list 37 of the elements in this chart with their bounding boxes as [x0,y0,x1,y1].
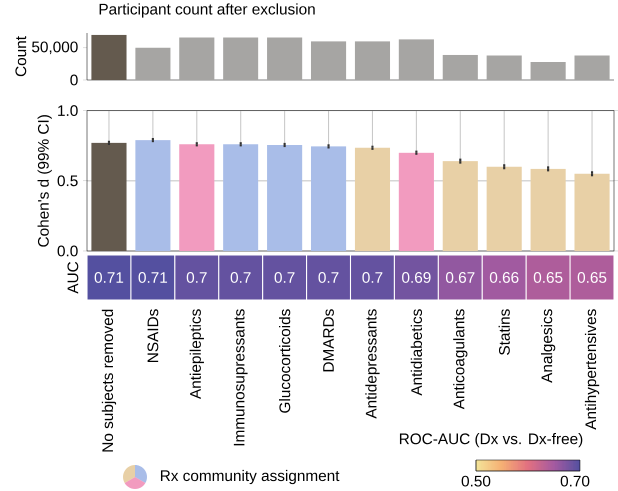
data-label: 0.7 [362,272,382,283]
data-label: 0.7 [318,272,338,283]
data-label: 0.67 [446,272,474,283]
y-tick-label: 0 [70,74,78,86]
data-label: 0.65 [534,272,562,283]
x-tick-label: Antiepileptics [190,309,204,400]
x-tick-label: Anticoagulants [453,309,468,410]
y-tick-label: 50,000 [32,41,78,54]
data-label: 0.65 [578,272,606,283]
x-tick-label: Glucocorticoids [279,309,290,413]
data-label: 0.7 [274,272,295,283]
data-label: 0.69 [402,272,431,283]
color-bar-label: 0.50 [462,476,490,487]
x-tick-label: NSAIDs [147,309,158,362]
x-tick-label: Antidepressants [365,309,380,419]
chart-title: Participant count after exclusion [100,3,315,18]
color-bar-label: 0.70 [560,476,590,487]
x-tick-label: Analgesics [540,309,556,383]
text: Rx community assignment [160,470,340,484]
category-label: AUC [67,262,78,294]
x-tick-label: Antihypertensives [584,309,600,430]
x-tick-label: Antidiabetics [410,309,422,396]
y-tick-label: 0.0 [58,246,78,256]
x-tick-label: Immunosupressants [234,309,248,446]
y-tick-label: 0.5 [58,175,78,186]
color-bar-title: ROC-AUC (Dx vs. Dx-free) [400,432,582,448]
x-tick-label: No subjects removed [102,310,116,452]
y-axis-title: Cohen's d (99% CI) [38,115,52,247]
x-tick-label: Statins [498,309,510,355]
data-label: 0.7 [230,272,251,283]
x-tick-label: DMARDs [323,309,334,372]
data-label: 0.71 [94,272,124,283]
data-label: 0.66 [490,272,518,283]
y-tick-label: 1.0 [58,105,78,116]
y-axis-title: Count [15,36,26,76]
data-label: 0.7 [186,272,207,283]
data-label: 0.71 [138,272,168,283]
